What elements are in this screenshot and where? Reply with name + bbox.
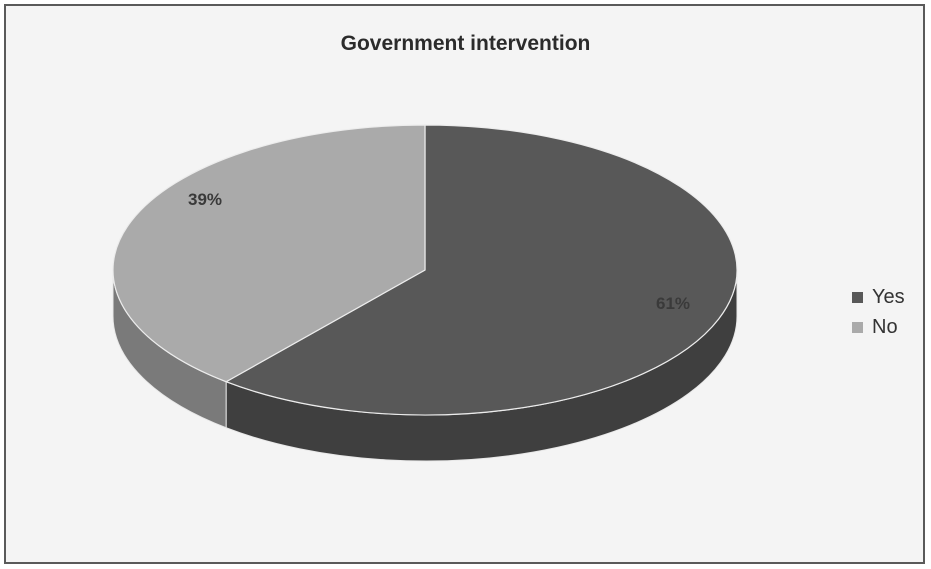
- legend-item-yes: Yes: [852, 282, 905, 312]
- legend-label-yes: Yes: [872, 285, 905, 308]
- pie-slice-yes: [224, 124, 738, 416]
- legend-swatch-no: [852, 321, 863, 333]
- legend-swatch-yes: [852, 291, 863, 303]
- legend-label-no: No: [872, 315, 898, 338]
- legend-item-no: No: [852, 312, 905, 342]
- chart-title: Government intervention: [340, 32, 591, 55]
- data-label-yes: 61%: [656, 294, 691, 313]
- pie-slice-no: [112, 124, 426, 383]
- legend: Yes No: [852, 282, 905, 342]
- data-label-no: 39%: [188, 190, 223, 209]
